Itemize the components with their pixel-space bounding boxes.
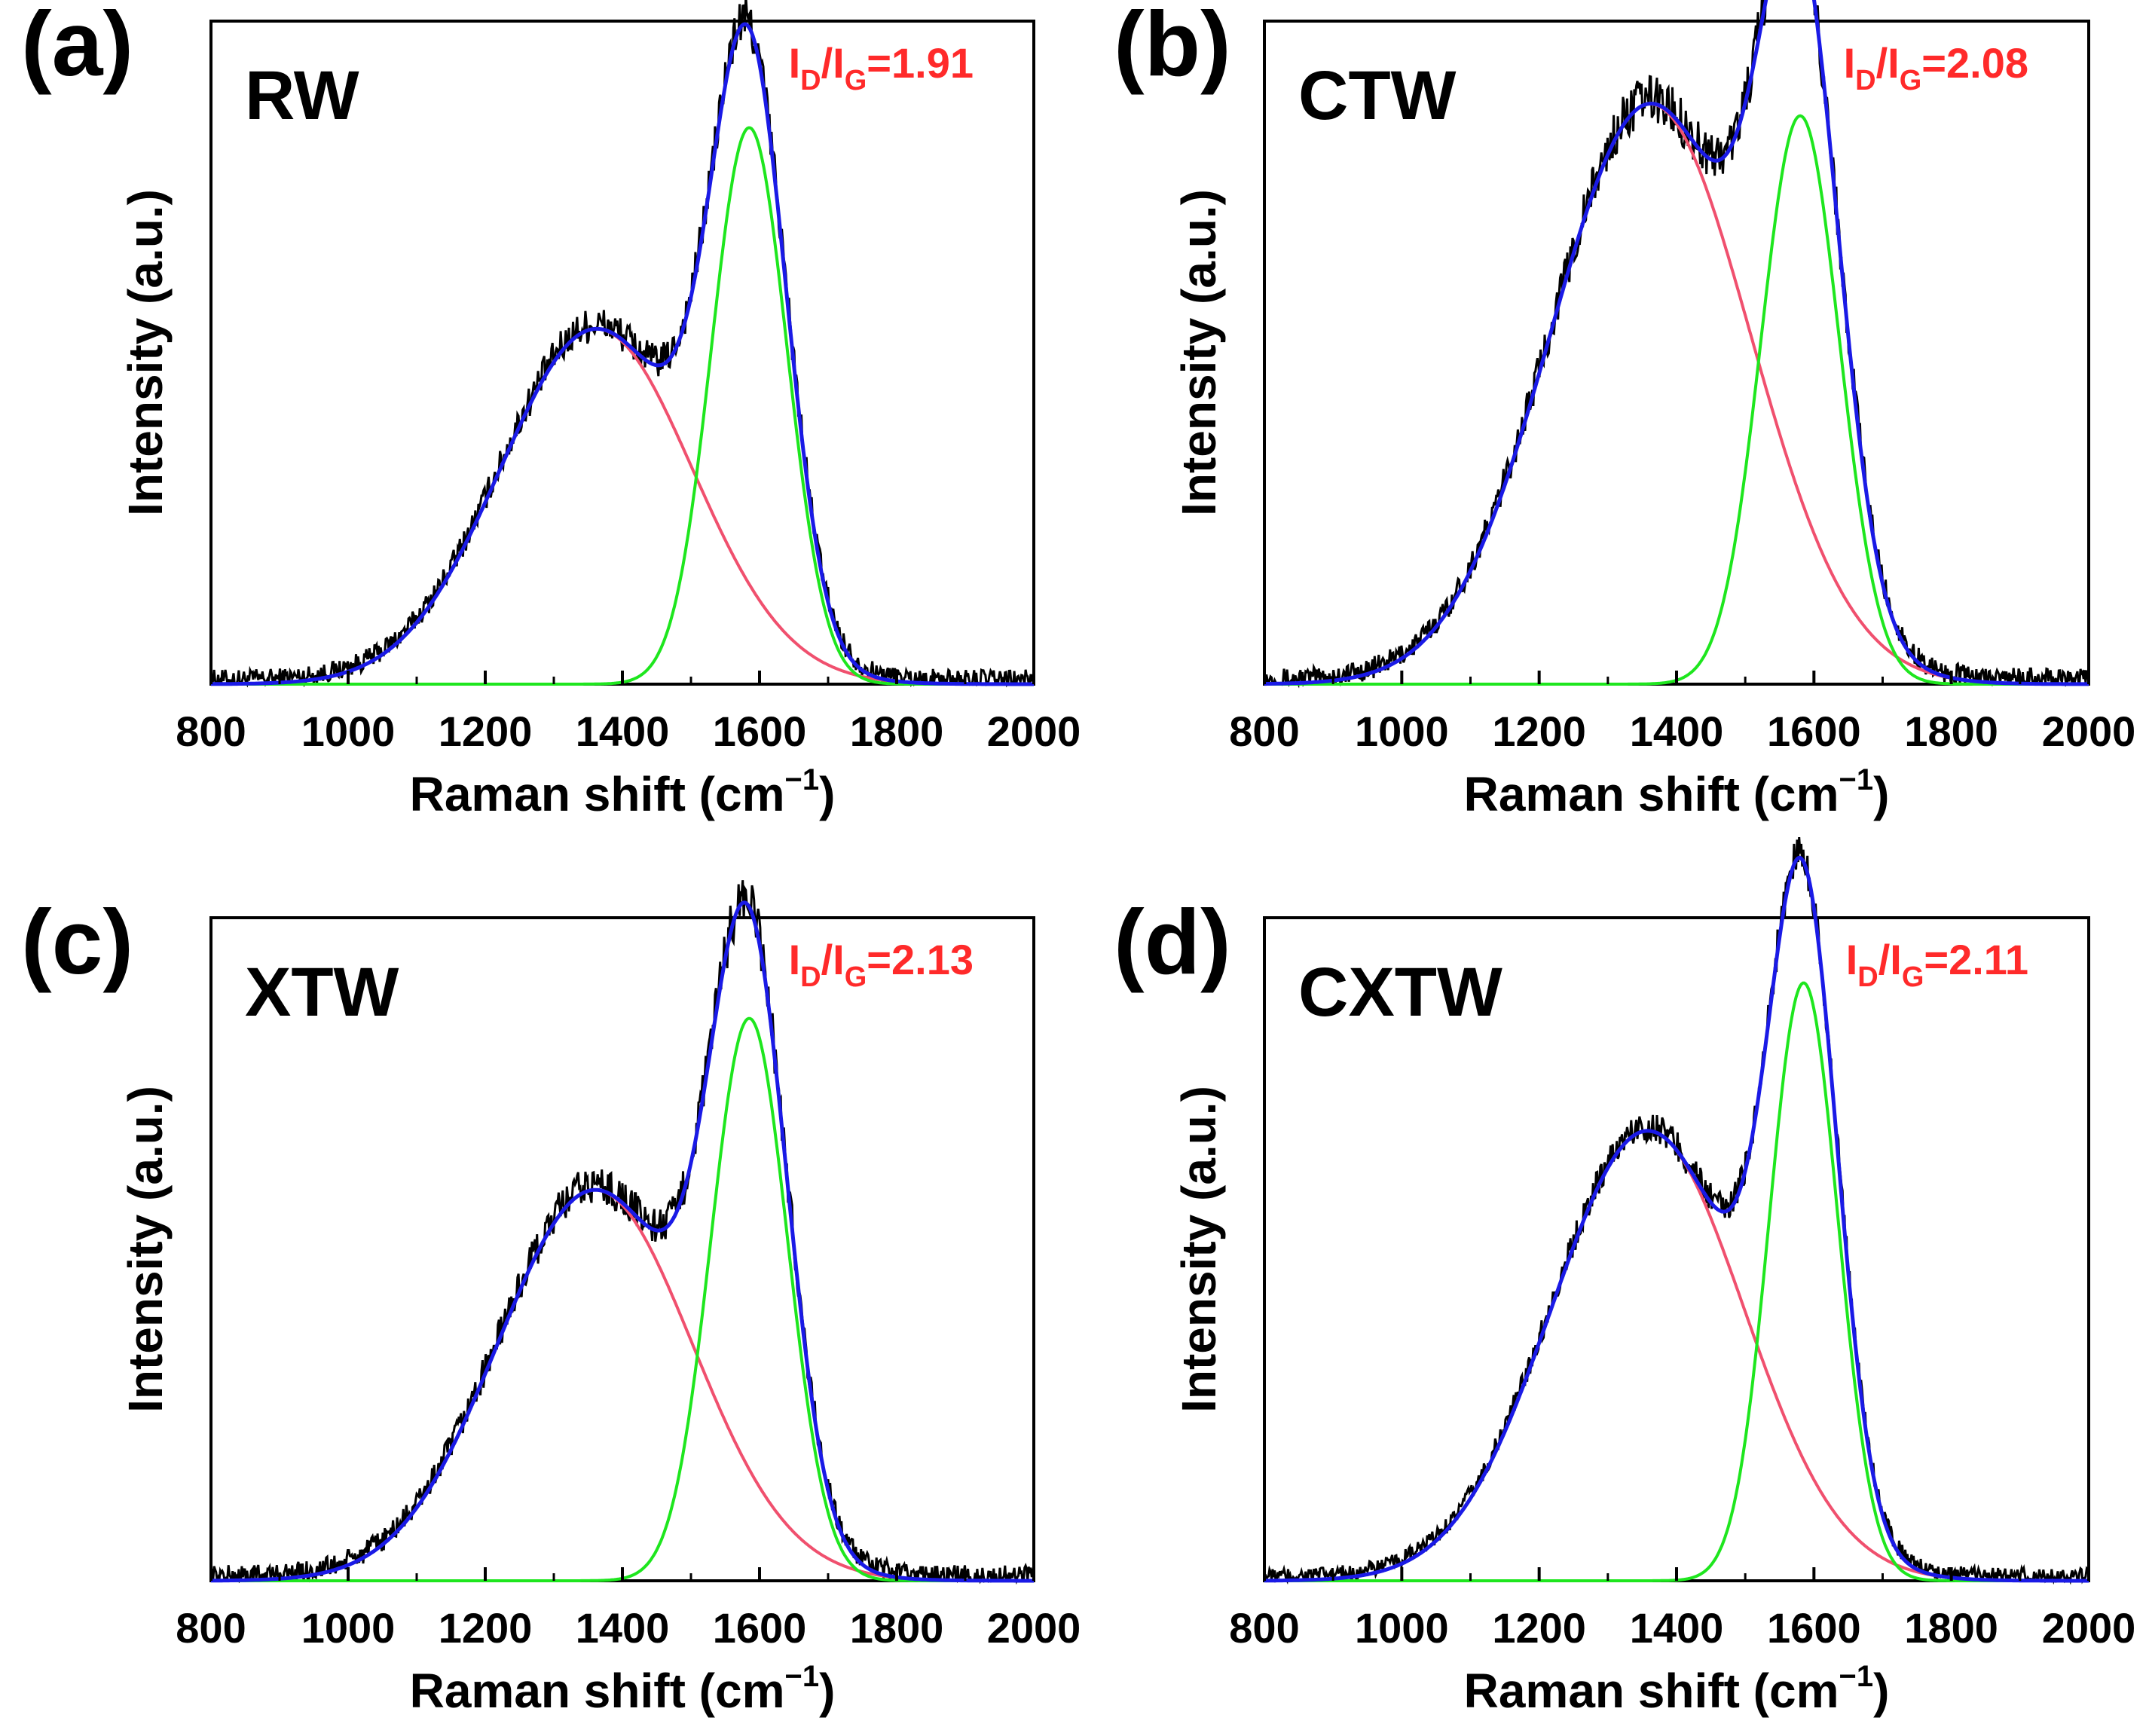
chart-panel-cxtw: 800 1000 1200 1400 1600 1800 2000 Raman shift (… <box>1114 837 2135 1718</box>
x-tick-label: 1800 <box>1904 708 1998 755</box>
ratio-value: =2.13 <box>867 936 974 983</box>
x-axis-title: Raman shift (cm−1) <box>1464 1660 1890 1718</box>
ratio-subscript-d: D <box>1857 961 1878 993</box>
x-axis-title: Raman shift (cm−1) <box>410 763 836 821</box>
ratio-slash: / <box>821 39 833 87</box>
x-tick-label: 1200 <box>1492 1604 1586 1652</box>
y-axis-title: Intensity (a.u.) <box>1172 1086 1226 1413</box>
x-axis-title-text: Raman shift (cm <box>1464 767 1839 821</box>
panel-letter: (b) <box>1114 0 1231 95</box>
d-band-fit-line <box>210 327 1034 686</box>
x-axis-title-superscript: −1 <box>784 1660 819 1693</box>
x-tick-label: 2000 <box>2042 1604 2136 1652</box>
ratio-i-d: I <box>789 39 801 87</box>
x-axis-title-end: ) <box>819 767 835 821</box>
y-axis-title: Intensity (a.u.) <box>1172 189 1226 516</box>
x-axis-title-superscript: −1 <box>1839 763 1873 796</box>
ratio-i-g: I <box>833 936 845 983</box>
sample-label: CTW <box>1298 57 1457 134</box>
x-axis-title-superscript: −1 <box>1839 1660 1873 1693</box>
ratio-slash: / <box>1878 936 1891 983</box>
id-ig-ratio-label: ID/IG=1.91 <box>789 39 974 96</box>
ratio-slash: / <box>1876 39 1888 87</box>
ratio-subscript-d: D <box>800 961 821 993</box>
panel-letter: (a) <box>21 0 133 95</box>
x-tick-label: 800 <box>176 708 246 755</box>
ratio-value: =2.08 <box>1921 39 2028 87</box>
ratio-i-d: I <box>1844 39 1856 87</box>
g-band-fit-line <box>1264 114 2089 686</box>
x-tick-label: 1000 <box>1355 1604 1449 1652</box>
ratio-subscript-g: G <box>1900 65 1922 96</box>
d-band-fit-line <box>1264 102 2089 686</box>
x-tick-label: 800 <box>1229 708 1299 755</box>
x-tick-label: 1200 <box>439 1604 533 1652</box>
x-axis-title-text: Raman shift (cm <box>410 767 785 821</box>
id-ig-ratio-label: ID/IG=2.11 <box>1846 936 2028 993</box>
x-tick-label: 1600 <box>713 708 807 755</box>
x-axis-title-end: ) <box>1873 767 1889 821</box>
x-tick-label: 1400 <box>1630 708 1724 755</box>
id-ig-ratio-label: ID/IG=2.13 <box>789 936 974 993</box>
sample-label: CXTW <box>1298 954 1502 1031</box>
chart-panel-ctw: 800 1000 1200 1400 1600 1800 2000 Raman shift (… <box>1114 0 2135 821</box>
x-axis-title: Raman shift (cm−1) <box>1464 763 1890 821</box>
x-tick-label: 1600 <box>1767 1604 1861 1652</box>
y-axis-title: Intensity (a.u.) <box>118 189 173 516</box>
ratio-i-d: I <box>789 936 801 983</box>
g-band-fit-line <box>1264 981 2089 1582</box>
x-tick-label: 1000 <box>301 1604 396 1652</box>
ratio-subscript-d: D <box>1855 65 1875 96</box>
x-axis-title-end: ) <box>819 1664 835 1718</box>
x-tick-label: 1000 <box>1355 708 1449 755</box>
x-tick-label: 1800 <box>850 1604 944 1652</box>
ratio-subscript-g: G <box>845 961 867 993</box>
x-axis-title-end: ) <box>1873 1664 1889 1718</box>
x-axis-title-text: Raman shift (cm <box>410 1664 785 1718</box>
x-tick-label: 800 <box>176 1604 246 1652</box>
x-tick-label: 1000 <box>301 708 396 755</box>
ratio-slash: / <box>821 936 833 983</box>
ratio-i-g: I <box>833 39 845 87</box>
x-axis-title-superscript: −1 <box>784 763 819 796</box>
ratio-subscript-d: D <box>800 65 821 96</box>
id-ig-ratio-label: ID/IG=2.08 <box>1844 39 2028 96</box>
ratio-i-g: I <box>1890 936 1902 983</box>
chart-panel-xtw: 800 1000 1200 1400 1600 1800 2000 Raman shift (… <box>21 880 1081 1718</box>
panel-letter: (c) <box>21 891 133 993</box>
ratio-i-d: I <box>1846 936 1858 983</box>
x-tick-label: 1800 <box>1904 1604 1998 1652</box>
g-band-fit-line <box>211 126 1034 686</box>
ratio-subscript-g: G <box>845 65 867 96</box>
y-axis-title: Intensity (a.u.) <box>118 1086 173 1413</box>
x-tick-label: 1400 <box>576 708 670 755</box>
ratio-value: =2.11 <box>1924 936 2028 983</box>
d-band-fit-line <box>1264 1129 2089 1582</box>
d-band-fit-line <box>211 1188 1034 1582</box>
x-tick-label: 1600 <box>713 1604 807 1652</box>
x-tick-label: 2000 <box>2042 708 2136 755</box>
panel-letter: (d) <box>1114 891 1231 993</box>
x-tick-label: 1400 <box>576 1604 670 1652</box>
ratio-i-g: I <box>1888 39 1900 87</box>
x-axis-title-text: Raman shift (cm <box>1464 1664 1839 1718</box>
x-tick-label: 1800 <box>850 708 944 755</box>
x-tick-label: 2000 <box>987 1604 1081 1652</box>
x-tick-label: 1600 <box>1767 708 1861 755</box>
x-tick-label: 2000 <box>987 708 1081 755</box>
x-tick-label: 1200 <box>439 708 533 755</box>
sample-label: XTW <box>245 954 399 1031</box>
x-tick-label: 1400 <box>1630 1604 1724 1652</box>
x-tick-label: 1200 <box>1492 708 1586 755</box>
g-band-fit-line <box>211 1016 1034 1582</box>
x-tick-label: 800 <box>1229 1604 1299 1652</box>
sample-label: RW <box>245 57 359 134</box>
x-axis-title: Raman shift (cm−1) <box>410 1660 836 1718</box>
ratio-subscript-g: G <box>1902 961 1924 993</box>
chart-panel-rw: 800 1000 1200 1400 1600 1800 2000 Raman shift (… <box>21 0 1081 821</box>
ratio-value: =1.91 <box>867 39 974 87</box>
